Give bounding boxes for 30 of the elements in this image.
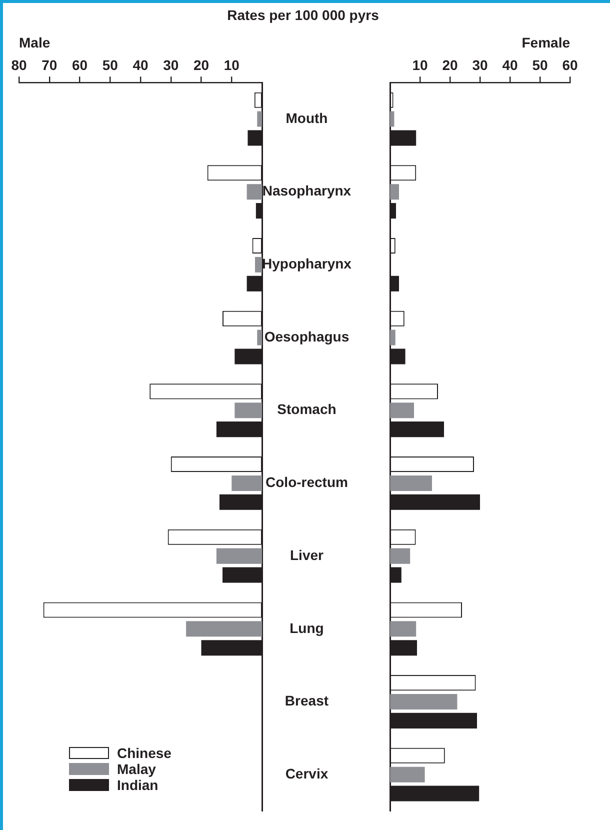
chart-title: Male (19, 34, 50, 50)
x-tick-label: 10 (412, 57, 428, 74)
y-tick-label: Breast (284, 692, 329, 709)
y-tick-label: Cervix (285, 765, 328, 782)
x-tick-label: 30 (472, 57, 488, 74)
x-tick-label: 70 (42, 57, 58, 74)
y-tick-label: Nasopharynx (262, 182, 352, 199)
x-tick-label: 80 (11, 57, 27, 74)
chart-title: Female (522, 34, 570, 50)
legend-label: Chinese (117, 745, 172, 761)
x-tick-label: 60 (72, 57, 88, 74)
x-tick-label: 60 (562, 57, 578, 74)
y-tick-label: Lung (290, 620, 324, 636)
x-tick-label: 10 (224, 57, 240, 74)
y-tick-label: Mouth (286, 110, 328, 126)
y-tick-label: Stomach (277, 401, 336, 418)
y-tick-label: Colo-rectum (266, 474, 348, 490)
x-tick-label: 40 (132, 57, 148, 74)
legend-label: Malay (117, 761, 156, 777)
x-tick-label: 30 (163, 57, 179, 74)
y-tick-label: Hypopharynx (262, 256, 352, 272)
x-tick-label: 40 (502, 57, 518, 74)
x-tick-label: 50 (102, 57, 118, 74)
x-tick-label: 50 (532, 57, 548, 74)
x-tick-label: 20 (442, 57, 458, 74)
text: Rates per 100 000 pyrs (226, 7, 380, 23)
legend-label: Indian (117, 777, 158, 793)
y-tick-label: Liver (290, 546, 324, 563)
y-tick-label: Oesophagus (264, 328, 350, 344)
x-tick-label: 20 (193, 57, 210, 74)
